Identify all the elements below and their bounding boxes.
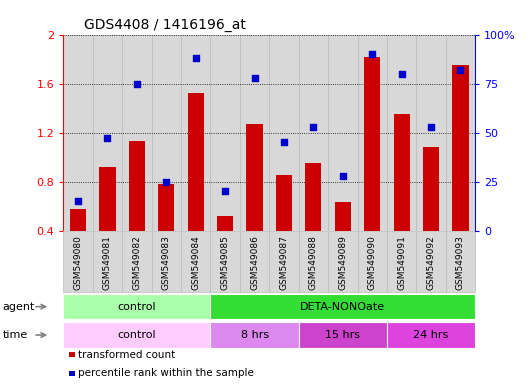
Text: GSM549090: GSM549090 [367,235,377,290]
Bar [247,124,262,230]
Text: time: time [3,330,28,340]
Bar [417,35,446,230]
Bar [364,56,380,230]
Bar [387,230,417,293]
Bar [211,230,240,293]
Bar [387,35,417,230]
Bar [211,322,299,348]
Bar [152,35,181,230]
Bar [181,230,211,293]
Text: GSM549083: GSM549083 [162,235,171,290]
Point [162,179,171,185]
Bar [335,202,351,230]
Text: GSM549081: GSM549081 [103,235,112,290]
Bar [357,35,387,230]
Text: GSM549093: GSM549093 [456,235,465,290]
Bar [269,230,299,293]
Bar [93,230,122,293]
Text: GSM549088: GSM549088 [309,235,318,290]
Text: agent: agent [3,302,35,312]
Bar [181,35,211,230]
Bar [99,167,116,230]
Text: percentile rank within the sample: percentile rank within the sample [78,368,253,378]
Text: GSM549080: GSM549080 [73,235,82,290]
Bar [152,230,181,293]
Point [309,124,318,130]
Bar [269,35,299,230]
Bar [328,35,357,230]
Point [103,136,112,142]
Text: GDS4408 / 1416196_at: GDS4408 / 1416196_at [84,18,246,32]
Bar [63,294,211,319]
Point [456,67,465,73]
Bar [122,35,152,230]
Bar [328,230,357,293]
Bar [299,230,328,293]
Point [192,55,200,61]
Text: GSM549086: GSM549086 [250,235,259,290]
Point [133,81,141,87]
Point [250,74,259,81]
Bar [63,230,93,293]
Point [338,173,347,179]
Bar [417,230,446,293]
Bar [122,230,152,293]
Bar [187,93,204,230]
Bar [158,184,174,230]
Bar [217,216,233,230]
Bar [387,322,475,348]
Point [221,188,229,194]
Text: 15 hrs: 15 hrs [325,330,360,340]
Text: GSM549089: GSM549089 [338,235,347,290]
Bar [63,322,211,348]
Text: DETA-NONOate: DETA-NONOate [300,302,385,312]
Bar [240,230,269,293]
Text: transformed count: transformed count [78,350,175,360]
Point [74,198,82,204]
Bar [446,35,475,230]
Bar [357,230,387,293]
Bar [93,35,122,230]
Text: GSM549084: GSM549084 [191,235,200,290]
Text: GSM549092: GSM549092 [427,235,436,290]
Text: 8 hrs: 8 hrs [241,330,269,340]
Bar [299,35,328,230]
Point [368,51,376,57]
Bar [446,230,475,293]
Text: GSM549082: GSM549082 [133,235,142,290]
Text: 24 hrs: 24 hrs [413,330,449,340]
Bar [63,35,93,230]
Text: GSM549085: GSM549085 [221,235,230,290]
Bar [276,175,292,230]
Point [280,139,288,146]
Bar [129,141,145,230]
Bar [240,35,269,230]
Text: GSM549087: GSM549087 [279,235,288,290]
Text: control: control [118,330,156,340]
Text: control: control [118,302,156,312]
Bar [423,147,439,230]
Bar [393,114,410,230]
Bar [211,294,475,319]
Bar [305,163,322,230]
Bar [70,209,86,230]
Point [427,124,435,130]
Bar [452,65,468,230]
Point [398,71,406,77]
Text: GSM549091: GSM549091 [397,235,406,290]
Bar [211,35,240,230]
Bar [299,322,387,348]
